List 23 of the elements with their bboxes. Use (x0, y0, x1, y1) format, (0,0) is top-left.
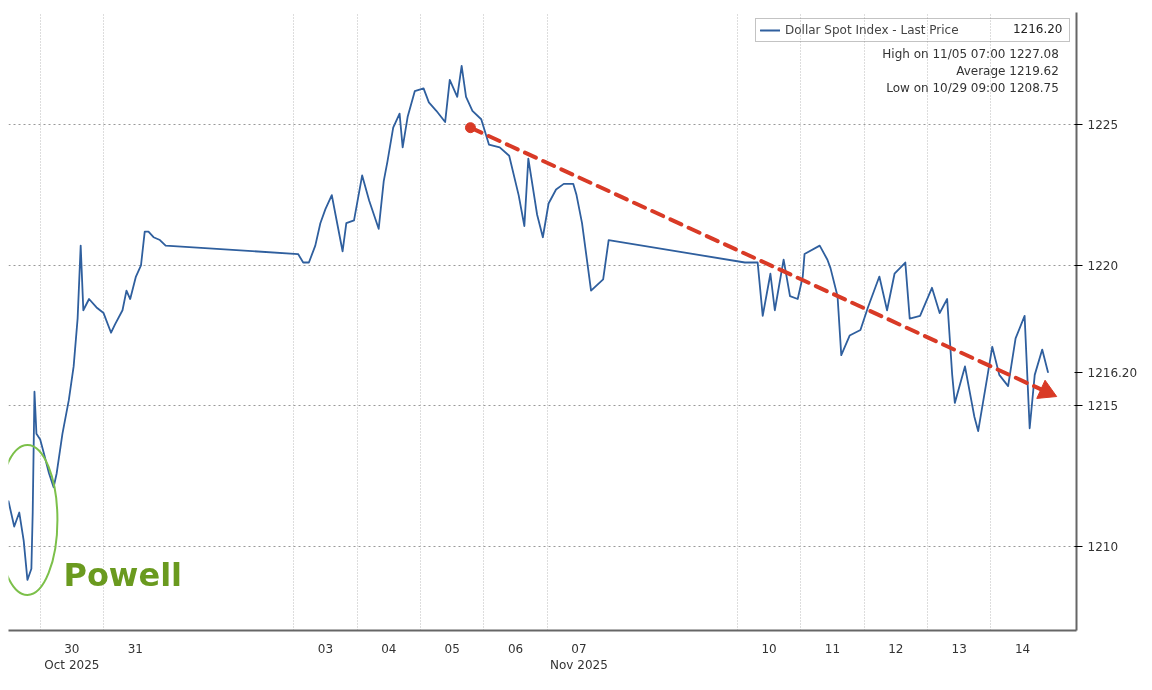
x-tick-label: 13 (951, 641, 967, 656)
x-tick-label: 10 (761, 641, 777, 656)
y-tick-label: 1216.20 (1087, 365, 1138, 380)
y-tick-label: 1225 (1087, 118, 1119, 133)
annotation: High on 11/05 07:00 1227.08 (882, 46, 1059, 61)
y-tick-label: 1215 (1087, 399, 1119, 414)
y-tick-label: 1220 (1087, 258, 1119, 273)
x-tick-label: 07 Nov 2025 (550, 641, 608, 673)
x-tick-label: 11 (824, 641, 841, 656)
x-tick-label: 04 (381, 641, 397, 656)
annotation: Powell (63, 555, 183, 594)
annotation: Average 1219.62 (956, 63, 1059, 78)
x-tick-label: 14 (1014, 641, 1031, 656)
x-tick-label: 06 (507, 641, 524, 656)
annotation: Low on 10/29 09:00 1208.75 (886, 80, 1059, 95)
x-tick-label: 31 (127, 641, 143, 656)
x-tick-label: 03 (317, 641, 334, 656)
x-tick-label: 30 Oct 2025 (44, 641, 100, 673)
annotation: 1216.20 (1012, 21, 1063, 36)
x-tick-label: 12 (888, 641, 904, 656)
y-tick-label: 1210 (1087, 539, 1119, 554)
x-tick-label: 05 (444, 641, 460, 656)
legend-label: Dollar Spot Index - Last Price (785, 23, 959, 37)
